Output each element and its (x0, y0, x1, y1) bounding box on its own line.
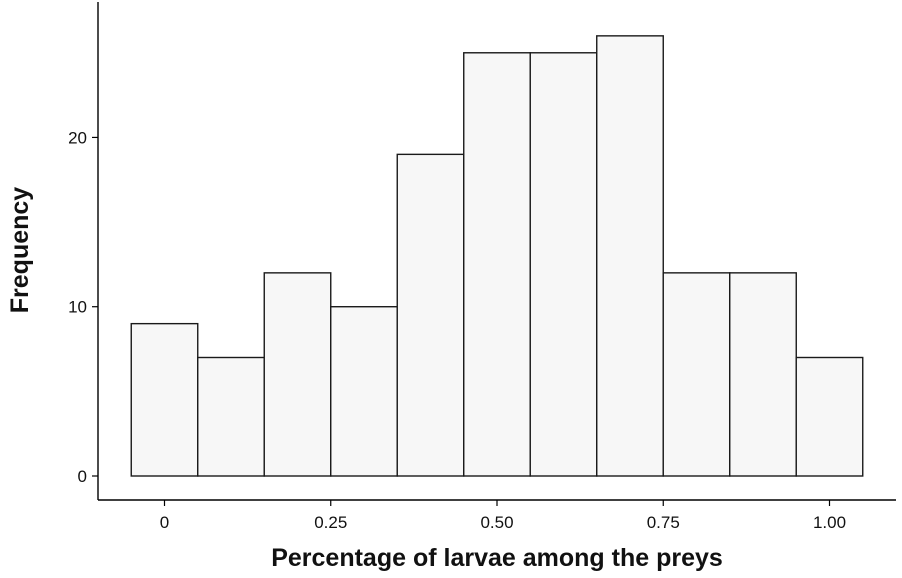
histogram-bar (130, 322, 199, 477)
bars-group (130, 35, 864, 477)
x-axis-title: Percentage of larvae among the preys (271, 544, 723, 572)
y-axis-title: Frequency (6, 187, 34, 314)
y-ticks-group: 0 10 20 (68, 128, 98, 486)
y-tick-label: 20 (68, 128, 87, 147)
histogram-bar (529, 52, 598, 477)
x-tick-label: 0.75 (647, 513, 680, 532)
histogram-bar (396, 153, 465, 477)
histogram-bar (463, 52, 531, 477)
y-tick-label: 10 (68, 298, 87, 317)
x-tick-label: 0 (160, 513, 169, 532)
x-tick-label: 0.25 (314, 513, 347, 532)
y-tick-label: 0 (78, 467, 87, 486)
x-tick-label: 0.50 (480, 513, 513, 532)
histogram-bar (729, 272, 797, 477)
histogram-bar (596, 35, 664, 477)
histogram-bar (795, 356, 864, 477)
histogram-bar (330, 306, 398, 477)
x-tick-label: 1.00 (813, 513, 846, 532)
histogram-bar (662, 272, 731, 477)
x-ticks-group: 0 0.25 0.50 0.75 1.00 (160, 500, 846, 532)
histogram-bar (263, 272, 332, 477)
histogram-bar (197, 356, 265, 477)
